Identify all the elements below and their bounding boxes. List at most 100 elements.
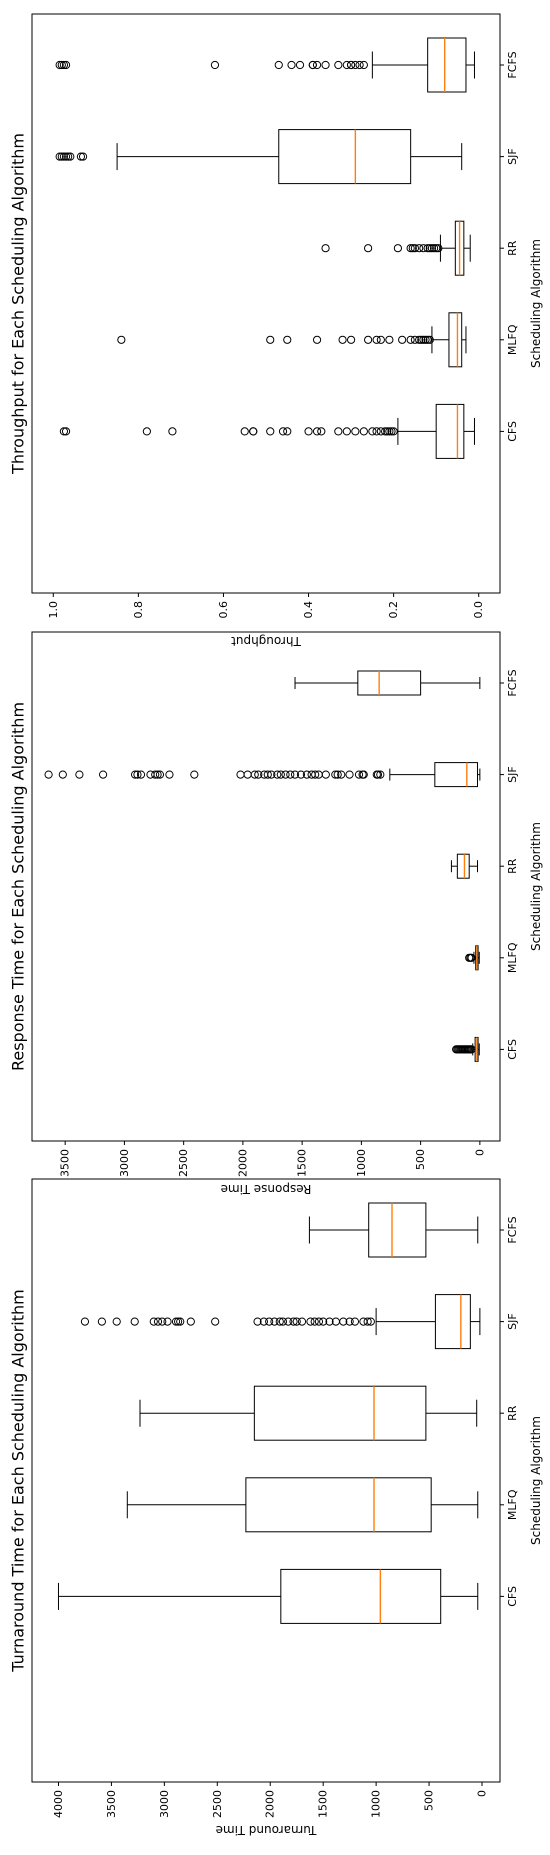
iqr-box	[448, 312, 463, 368]
outlier-point	[355, 60, 364, 70]
outlier-point	[259, 1317, 268, 1326]
y-tick-label: 1000	[355, 1149, 368, 1177]
outlier-point	[452, 1045, 461, 1054]
outlier-point	[266, 335, 275, 344]
outlier-point	[321, 770, 330, 779]
outlier-point	[317, 427, 326, 436]
outlier-point	[58, 770, 67, 779]
outlier-point	[176, 1317, 185, 1326]
outlier-point	[358, 770, 367, 779]
outlier-point	[376, 770, 385, 779]
outlier-point	[210, 60, 220, 70]
outlier-point	[283, 427, 292, 436]
outlier-point	[425, 335, 434, 344]
outlier-point	[421, 335, 430, 344]
outlier-point	[240, 427, 249, 436]
outlier-point	[364, 335, 373, 344]
y-tick-label: 1500	[296, 1149, 309, 1177]
outlier-point	[283, 335, 292, 344]
outlier-point	[287, 60, 296, 70]
outlier-point	[342, 427, 351, 436]
outlier-point	[389, 427, 398, 436]
x-tick-label: CFS	[506, 421, 519, 442]
x-tick-label: FCFS	[506, 1216, 519, 1243]
y-tick-label: 2000	[236, 1149, 249, 1177]
x-axis-label: Scheduling Algorithm	[529, 822, 543, 951]
outlier-point	[345, 770, 354, 779]
box-mlfq	[117, 312, 467, 368]
y-axis-label: Turnaround Time	[216, 1823, 318, 1837]
outlier-point	[265, 1317, 274, 1326]
outlier-point	[410, 335, 420, 344]
y-axis-label: Response Time	[221, 1182, 312, 1196]
box-sjf	[55, 129, 463, 185]
outlier-point	[307, 770, 316, 779]
outlier-point	[59, 60, 69, 70]
y-tick-label: 1500	[317, 1790, 330, 1818]
outlier-point	[342, 60, 351, 70]
outlier-point	[236, 770, 245, 779]
y-tick-label: 3500	[105, 1790, 118, 1818]
outlier-point	[311, 770, 320, 779]
outlier-point	[432, 244, 441, 253]
outlier-point	[419, 244, 428, 253]
outlier-point	[98, 770, 108, 779]
iqr-box	[434, 1294, 471, 1350]
outlier-point	[276, 770, 285, 779]
outlier-point	[130, 770, 140, 779]
outlier-point	[359, 427, 368, 436]
outlier-point	[260, 770, 269, 779]
outlier-point	[364, 244, 373, 253]
chart-title: Turnaround Time for Each Scheduling Algo…	[9, 1289, 28, 1672]
chart-title: Throughput for Each Scheduling Algorithm	[9, 133, 28, 475]
outlier-point	[415, 244, 424, 253]
outlier-point	[278, 427, 288, 436]
x-tick-label: SJF	[506, 766, 519, 783]
outlier-point	[59, 427, 69, 436]
outlier-point	[174, 1317, 183, 1326]
outlier-point	[387, 427, 396, 436]
outlier-point	[266, 427, 275, 436]
outlier-point	[319, 1317, 328, 1326]
outlier-point	[359, 1317, 368, 1326]
outlier-point	[423, 244, 432, 253]
outlier-point	[406, 244, 415, 253]
box-cfs	[452, 1036, 480, 1062]
box-mlfq	[126, 1477, 479, 1533]
outlier-point	[296, 770, 306, 779]
outlier-point	[310, 1317, 319, 1326]
outlier-point	[286, 770, 295, 779]
x-axis-label: Scheduling Algorithm	[529, 1416, 543, 1545]
outlier-point	[415, 335, 424, 344]
y-tick-label: 2000	[264, 1790, 277, 1818]
outlier-point	[376, 427, 385, 436]
outlier-point	[312, 427, 322, 436]
outlier-point	[186, 1317, 195, 1326]
outlier-point	[312, 335, 322, 344]
outlier-point	[158, 1317, 167, 1326]
outlier-point	[75, 770, 84, 779]
box-cfs	[59, 403, 475, 459]
outlier-point	[346, 335, 356, 344]
outlier-point	[146, 770, 155, 779]
outlier-point	[243, 770, 252, 779]
axes-frame	[31, 631, 501, 1142]
outlier-point	[274, 60, 283, 70]
y-tick-label: 0.2	[387, 601, 400, 619]
outlier-point	[331, 1317, 340, 1326]
outlier-point	[465, 953, 474, 962]
x-tick-label: FCFS	[506, 51, 519, 78]
outlier-point	[334, 427, 343, 436]
y-tick-label: 500	[414, 1149, 427, 1170]
outlier-point	[372, 770, 381, 779]
outlier-point	[78, 152, 88, 161]
outlier-point	[66, 152, 75, 161]
outlier-point	[211, 1317, 220, 1326]
outlier-point	[61, 60, 71, 70]
outlier-point	[408, 244, 417, 253]
iqr-box	[434, 762, 478, 788]
outlier-point	[289, 1317, 298, 1326]
outlier-point	[292, 1317, 301, 1326]
y-tick-label: 3000	[118, 1149, 131, 1177]
outlier-point	[59, 152, 69, 161]
